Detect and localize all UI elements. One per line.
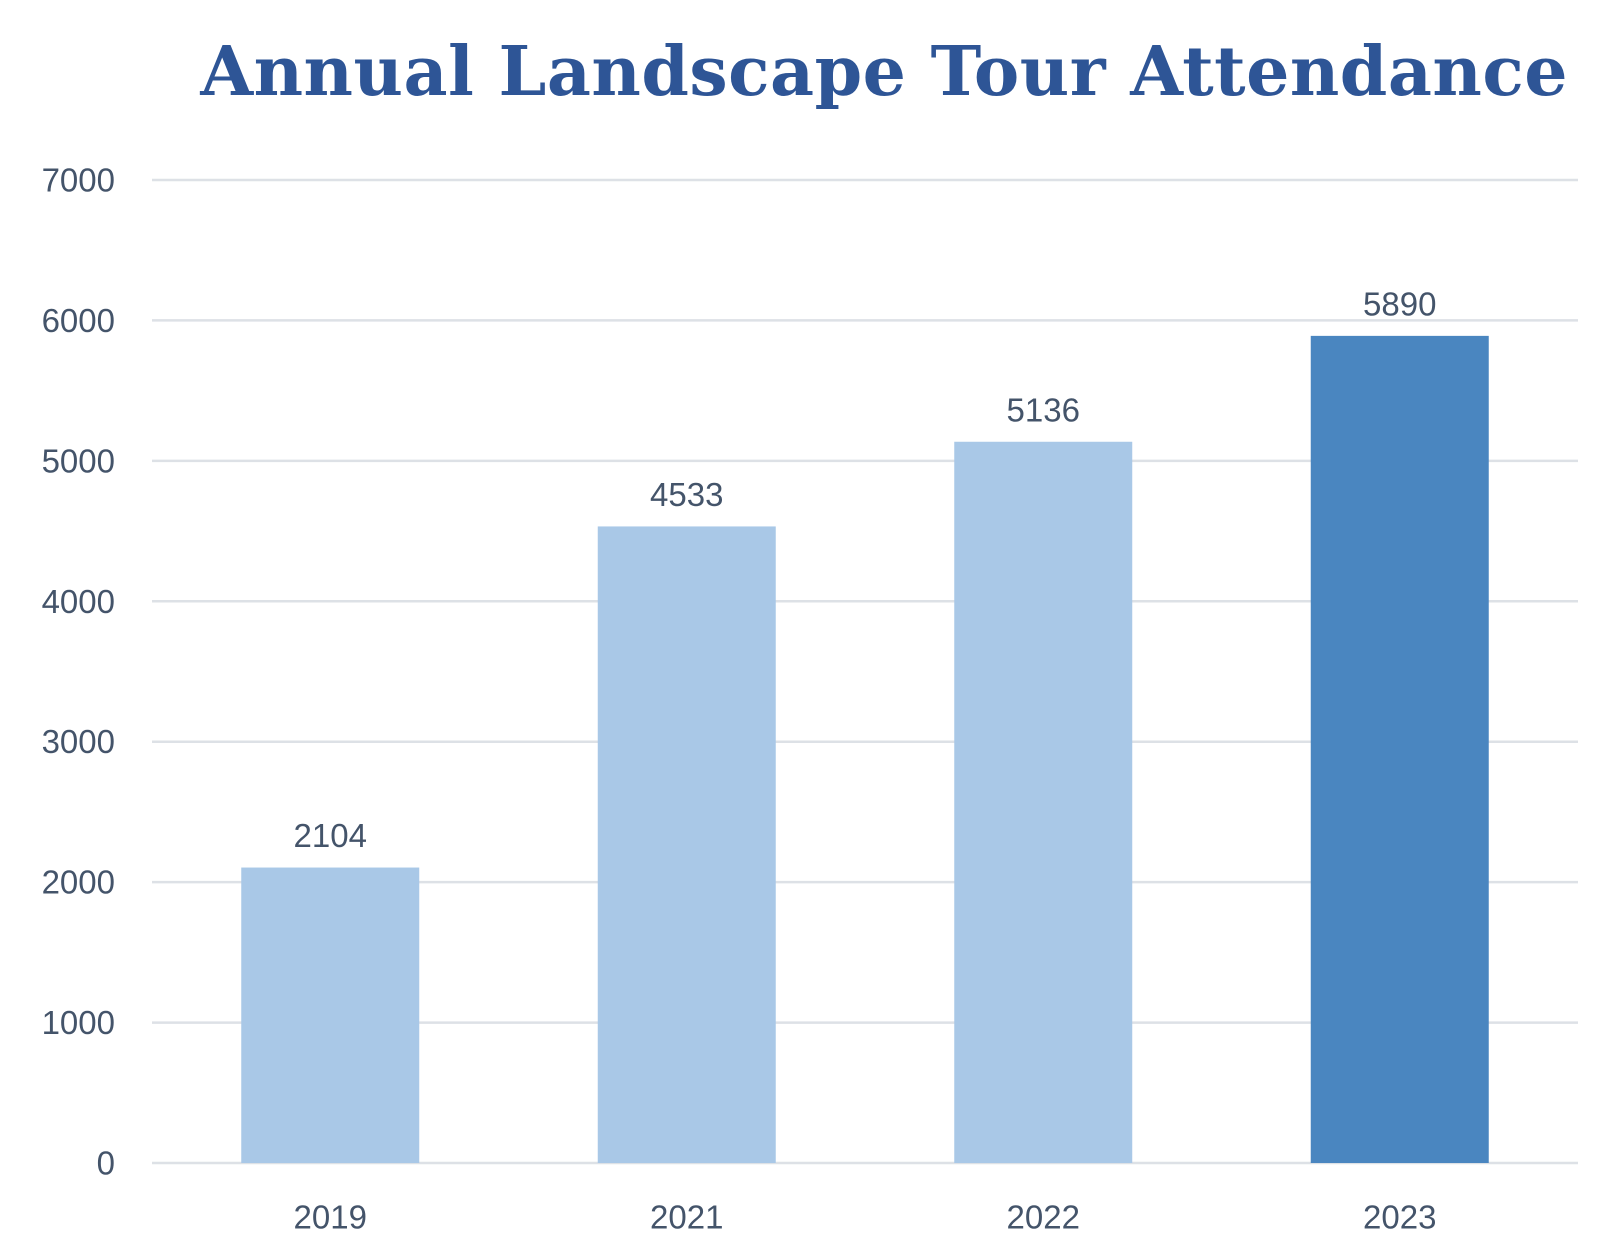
- bar-2022: [954, 441, 1133, 1163]
- y-tick-label-0: 0: [97, 1145, 115, 1182]
- y-tick-label-2000: 2000: [42, 864, 115, 901]
- x-axis-ticks: 2019 2021 2022 2023: [294, 1199, 1437, 1236]
- data-label-2019: 2104: [294, 817, 367, 854]
- x-tick-label-2023: 2023: [1363, 1199, 1436, 1236]
- bar-2021: [597, 526, 776, 1163]
- x-tick-label-2022: 2022: [1007, 1199, 1080, 1236]
- x-tick-label-2019: 2019: [294, 1199, 367, 1236]
- data-label-2021: 4533: [650, 476, 723, 513]
- x-tick-label-2021: 2021: [650, 1199, 723, 1236]
- bar-2023: [1310, 335, 1489, 1163]
- bars: [241, 335, 1489, 1163]
- y-tick-label-5000: 5000: [42, 442, 115, 479]
- y-axis-ticks: 0 1000 2000 3000 4000 5000 6000 7000: [42, 162, 115, 1182]
- bar-2019: [241, 867, 420, 1163]
- data-label-2022: 5136: [1007, 391, 1080, 428]
- y-tick-label-1000: 1000: [42, 1004, 115, 1041]
- y-tick-label-6000: 6000: [42, 302, 115, 339]
- data-label-2023: 5890: [1363, 285, 1436, 322]
- y-tick-label-4000: 4000: [42, 583, 115, 620]
- data-labels: 2104 4533 5136 5890: [294, 285, 1437, 854]
- chart-title: Annual Landscape Tour Attendance: [200, 32, 1568, 112]
- y-tick-label-3000: 3000: [42, 723, 115, 760]
- y-tick-label-7000: 7000: [42, 162, 115, 199]
